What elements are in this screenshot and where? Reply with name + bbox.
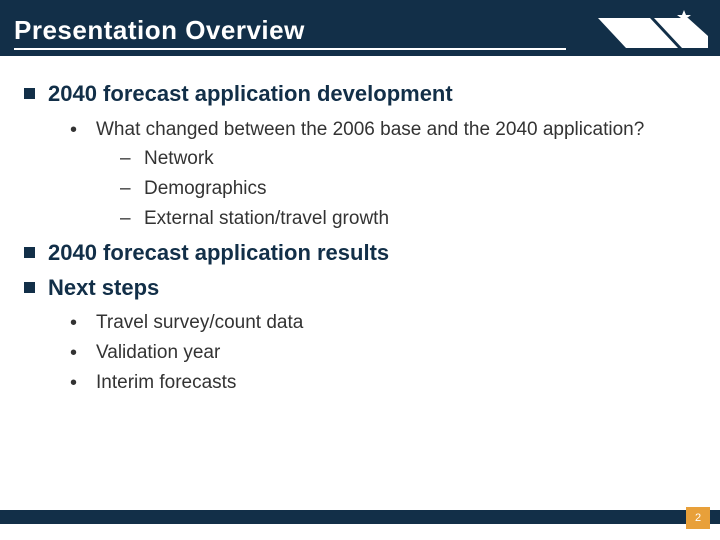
bullet-lvl2: Travel survey/count data bbox=[70, 310, 696, 336]
bullet-text: Travel survey/count data bbox=[96, 312, 303, 333]
bullet-text: Interim forecasts bbox=[96, 372, 236, 393]
slide-title: Presentation Overview bbox=[14, 15, 566, 50]
bullet-text: External station/travel growth bbox=[144, 208, 389, 229]
slide-footer-bar bbox=[0, 510, 720, 524]
bullet-lvl2: What changed between the 2006 base and t… bbox=[70, 117, 696, 232]
bullet-text: Next steps bbox=[48, 275, 159, 300]
bullet-sublist: Travel survey/count data Validation year… bbox=[70, 310, 696, 395]
slide-content: 2040 forecast application development Wh… bbox=[0, 56, 720, 395]
bullet-lvl2: Interim forecasts bbox=[70, 370, 696, 396]
bullet-sublist: What changed between the 2006 base and t… bbox=[70, 117, 696, 232]
page-number-box: 2 bbox=[686, 507, 710, 529]
page-number: 2 bbox=[695, 512, 701, 524]
bullet-subsublist: Network Demographics External station/tr… bbox=[120, 146, 696, 231]
bullet-lvl2: Validation year bbox=[70, 340, 696, 366]
bullet-list: 2040 forecast application development Wh… bbox=[24, 80, 696, 395]
slide-header: Presentation Overview bbox=[0, 0, 720, 56]
bullet-lvl1: 2040 forecast application results bbox=[24, 239, 696, 268]
bullet-lvl3: Network bbox=[120, 146, 696, 172]
bullet-text: What changed between the 2006 base and t… bbox=[96, 119, 644, 140]
bullet-text: 2040 forecast application development bbox=[48, 81, 453, 106]
bullet-lvl1: 2040 forecast application development Wh… bbox=[24, 80, 696, 231]
agency-logo bbox=[598, 6, 708, 50]
bullet-text: Network bbox=[144, 148, 214, 169]
bullet-text: Demographics bbox=[144, 178, 267, 199]
bullet-lvl1: Next steps Travel survey/count data Vali… bbox=[24, 274, 696, 396]
bullet-lvl3: Demographics bbox=[120, 176, 696, 202]
bullet-text: Validation year bbox=[96, 342, 220, 363]
bullet-lvl3: External station/travel growth bbox=[120, 206, 696, 232]
bullet-text: 2040 forecast application results bbox=[48, 240, 389, 265]
